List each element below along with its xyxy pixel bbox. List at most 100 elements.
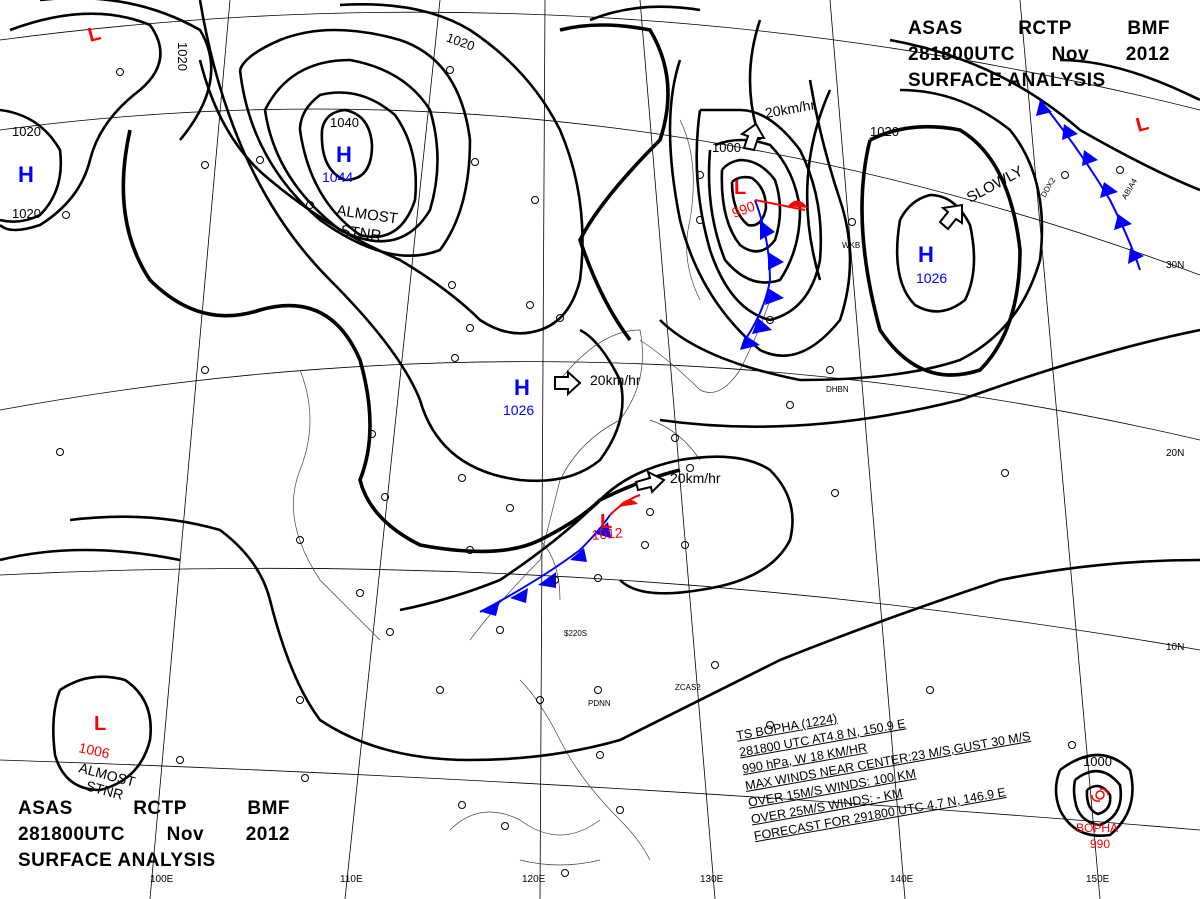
isobar (1085, 784, 1112, 816)
longitude-line-110e (344, 0, 441, 899)
low-1012-value: 1012 (591, 524, 624, 543)
longitude-label: 100E (150, 874, 174, 885)
isobar (1059, 58, 1200, 102)
latitude-line-10n (0, 567, 1200, 651)
station-id: ZCAS2 (675, 683, 701, 692)
isobar-label: 1020 (12, 124, 41, 139)
office-code: BMF (247, 798, 290, 819)
motion-arrow (739, 122, 766, 152)
isobar (659, 328, 1200, 428)
almost-stnr-label: STNR (339, 222, 382, 245)
longitude-line-130e (639, 0, 716, 899)
latitude-line-30n (0, 108, 1200, 276)
station-plots (56, 66, 1124, 877)
isobar-label: 1000 (712, 140, 741, 155)
isobar (1072, 769, 1123, 827)
isobar (707, 138, 802, 284)
isobar (805, 89, 832, 281)
high-1026-east-symbol: H (918, 242, 934, 267)
motion-arrow (938, 203, 963, 231)
latitude-label: 20N (1166, 448, 1184, 459)
cold-front (1039, 99, 1141, 271)
motion-arrow (634, 470, 666, 495)
station-id: WKB (842, 241, 860, 250)
high-1026-west-value: 1026 (503, 402, 534, 418)
low-1006-symbol: L (94, 713, 106, 735)
isobar (399, 455, 794, 612)
station-id: ABIA4 (1120, 176, 1139, 201)
typhoon-name: BOPHA (1076, 821, 1118, 835)
isobar (0, 548, 181, 562)
office-code: BMF (1127, 18, 1170, 39)
station-code: RCTP (1018, 18, 1072, 39)
isobar-1020 (860, 124, 1022, 377)
high-west-symbol: H (18, 162, 34, 187)
isobar (52, 675, 152, 792)
analysis-month: Nov (1051, 44, 1090, 65)
isobar-labels: 1020 1020 1020 1040 1020 1000 1020 1000 (12, 30, 1112, 769)
grid-labels: 30N 20N 10N 100E 110E 120E 130E 140E 150… (150, 260, 1184, 885)
isobar (0, 12, 162, 232)
isobar-1020 (559, 23, 670, 342)
longitude-label: 140E (890, 874, 914, 885)
longitude-line-150e (1019, 0, 1101, 899)
isobar (720, 158, 782, 253)
isobar (263, 58, 439, 243)
tropical-storm-symbol (1091, 788, 1109, 802)
isobar-label: 1020 (444, 30, 476, 54)
high-1026-west-symbol: H (514, 375, 530, 400)
latitude-label: 10N (1166, 642, 1184, 653)
low-990-symbol: L (734, 177, 746, 199)
low-1006-value: 1006 (77, 739, 111, 761)
station-code: RCTP (133, 798, 187, 819)
motion-speed-label: 20km/hr (764, 96, 817, 121)
isobar (40, 0, 213, 141)
high-1044-value: 1044 (322, 169, 353, 185)
fronts (479, 99, 1144, 616)
analysis-month: Nov (166, 824, 205, 845)
longitude-line-120e (539, 0, 546, 899)
longitude-label: 130E (700, 874, 724, 885)
isobar-label: 1020 (12, 206, 41, 221)
latitude-line-20n (0, 361, 1200, 441)
header-bottom: ASAS RCTP BMF 281800UTC Nov 2012 SURFACE… (18, 796, 290, 874)
isobar (1054, 753, 1134, 837)
low-990-value: 990 (730, 198, 758, 221)
motion-arrow (554, 369, 582, 397)
chart-title: SURFACE ANALYSIS (18, 850, 216, 871)
analysis-time: 281800UTC (18, 824, 125, 845)
longitude-line-140e (829, 0, 906, 899)
low-northeast-symbol: L (1134, 112, 1151, 136)
analysis-year: 2012 (245, 824, 290, 845)
longitude-label: 150E (1086, 874, 1110, 885)
isobar (69, 515, 1200, 762)
station-id: PDNN (588, 699, 611, 708)
isobar (895, 193, 976, 313)
isobar-label: 1000 (1083, 754, 1112, 769)
isobar (320, 108, 374, 182)
longitude-line-100e (149, 0, 231, 899)
isobar-label: 1040 (330, 115, 359, 130)
isobar (298, 91, 418, 239)
isobar (659, 88, 1044, 382)
header-top: ASAS RCTP BMF 281800UTC Nov 2012 SURFACE… (908, 16, 1170, 94)
isobar (889, 38, 1200, 192)
high-1044-symbol: H (336, 142, 352, 167)
isobar-1020 (121, 129, 681, 554)
isobar-label: 1020 (175, 42, 190, 71)
isobars (0, 0, 1200, 837)
longitude-label: 120E (522, 874, 546, 885)
isobar (730, 175, 768, 227)
isobar (668, 59, 852, 358)
agency-code: ASAS (18, 798, 73, 819)
low-northwest-symbol: L (86, 22, 103, 46)
analysis-time: 281800UTC (908, 44, 1015, 65)
warm-front (754, 199, 806, 211)
isobar (589, 5, 701, 22)
isobar (748, 19, 762, 141)
station-id: DDX2 (1039, 176, 1058, 199)
isobar (198, 3, 584, 335)
motion-speed-label: 20km/hr (670, 470, 721, 486)
